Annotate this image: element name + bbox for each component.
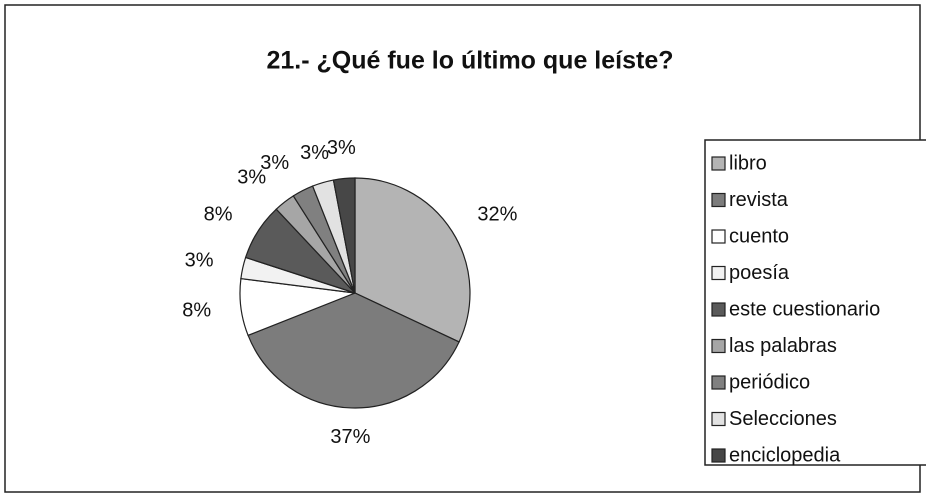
legend-label: libro [729, 152, 767, 174]
legend-swatch [711, 265, 726, 281]
data-label: 3% [300, 142, 329, 164]
legend-label: periódico [729, 371, 810, 393]
legend-label: este cuestionario [729, 298, 880, 320]
legend-swatch [711, 302, 726, 317]
pie-slice [332, 177, 356, 294]
data-label: 3% [237, 167, 266, 189]
data-label: 3% [185, 250, 214, 272]
legend-swatch [711, 229, 726, 244]
data-label: 3% [327, 137, 356, 159]
legend-label: las palabras [729, 335, 837, 357]
legend-swatch [711, 338, 726, 354]
data-label: 32% [477, 204, 517, 226]
legend-swatch [711, 192, 726, 208]
legend-label: poesía [729, 262, 790, 284]
data-label: 37% [330, 426, 370, 448]
legend-label: enciclopedia [729, 444, 841, 466]
legend-label: Selecciones [729, 408, 837, 430]
chart-title: 21.- ¿Qué fue lo último que leíste? [267, 47, 674, 75]
legend-swatch [711, 448, 726, 463]
legend-box [704, 139, 926, 466]
data-label: 8% [204, 204, 233, 226]
legend-swatch [711, 411, 726, 427]
legend-swatch [711, 375, 726, 390]
data-label: 3% [260, 152, 289, 174]
legend-label: cuento [729, 225, 789, 247]
legend-swatch [711, 156, 726, 171]
pie-slice [354, 177, 471, 343]
data-label: 8% [182, 299, 211, 321]
legend-label: revista [729, 189, 789, 211]
pie-slice [247, 292, 460, 409]
